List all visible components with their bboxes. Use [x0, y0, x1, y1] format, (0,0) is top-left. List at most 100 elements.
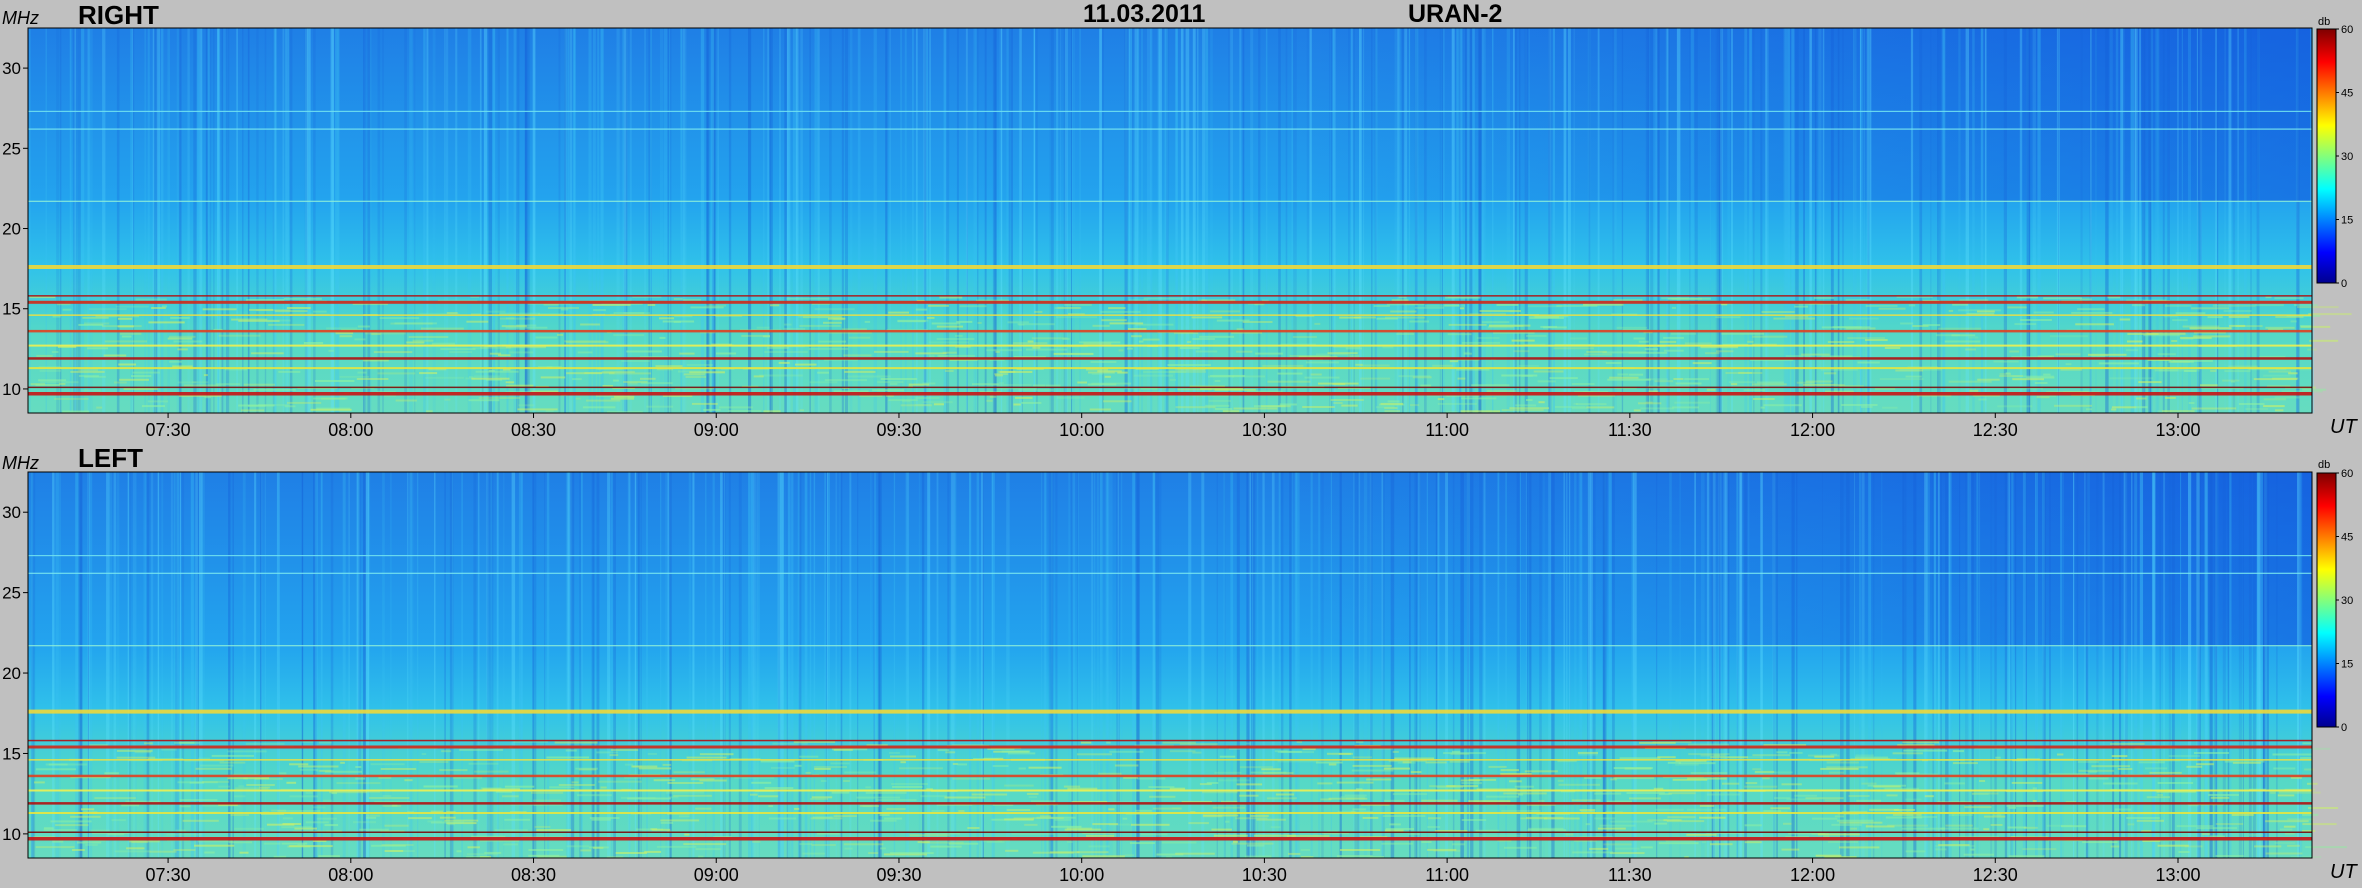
noise-patch: [104, 340, 147, 343]
noise-patch: [1375, 406, 1395, 409]
noise-patch: [2071, 311, 2113, 314]
noise-patch: [2184, 845, 2203, 848]
noise-patch: [394, 322, 437, 325]
noise-patch: [1051, 825, 1082, 828]
noise-patch: [1476, 788, 1518, 791]
noise-patch: [1607, 378, 1651, 381]
streak: [1050, 472, 1054, 858]
noise-patch: [2215, 823, 2244, 825]
streak: [683, 28, 687, 413]
noise-patch: [679, 815, 690, 818]
streak: [524, 28, 527, 413]
streak: [2150, 28, 2154, 413]
colorbar-unit-right: db: [2318, 16, 2331, 28]
noise-patch: [1452, 750, 1461, 753]
streak: [1229, 28, 1231, 413]
noise-patch: [1302, 748, 1316, 751]
noise-patch: [2268, 328, 2284, 331]
noise-patch: [1905, 375, 1922, 378]
noise-patch: [1514, 785, 1534, 788]
streak: [1587, 472, 1590, 858]
noise-patch: [1688, 753, 1730, 756]
noise-patch: [2184, 370, 2197, 372]
noise-patch: [431, 342, 455, 345]
noise-patch: [2114, 808, 2132, 811]
noise-patch: [1583, 303, 1624, 306]
streak: [1910, 28, 1914, 413]
noise-patch: [847, 375, 891, 378]
streak: [226, 28, 230, 413]
noise-patch: [439, 769, 468, 772]
streak: [624, 28, 628, 413]
noise-patch: [516, 324, 537, 327]
streak: [1645, 28, 1649, 413]
noise-patch: [2131, 304, 2145, 307]
noise-patch: [166, 833, 202, 836]
y-axis-unit-right: MHz: [2, 8, 39, 28]
noise-patch: [1501, 809, 1541, 812]
streak: [486, 472, 489, 858]
streak: [1246, 472, 1250, 858]
streak: [356, 472, 360, 858]
panel-title-left: LEFT: [78, 443, 143, 473]
streak: [2261, 472, 2263, 858]
noise-patch: [95, 315, 140, 318]
streak: [1654, 28, 1658, 413]
streak: [829, 28, 832, 413]
noise-patch: [1339, 849, 1381, 851]
noise-patch: [1280, 750, 1302, 753]
streak: [1528, 28, 1530, 413]
noise-patch: [1886, 794, 1898, 797]
noise-patch: [1212, 806, 1245, 809]
noise-patch: [532, 799, 561, 802]
streak: [1116, 472, 1120, 858]
noise-patch: [1869, 808, 1899, 811]
noise-patch: [469, 376, 474, 379]
noise-patch: [886, 808, 906, 810]
noise-patch: [2277, 794, 2295, 797]
streak: [1749, 28, 1752, 413]
noise-patch: [141, 405, 165, 408]
noise-patch: [1513, 350, 1530, 353]
noise-patch: [627, 382, 638, 385]
streak: [1318, 472, 1321, 858]
streak: [2152, 472, 2156, 858]
noise-patch: [1242, 321, 1273, 323]
streak: [1306, 28, 1310, 413]
streak: [640, 472, 642, 858]
streak: [1937, 28, 1941, 413]
noise-patch: [828, 331, 872, 334]
streak: [1569, 472, 1571, 858]
streak: [1859, 28, 1861, 413]
noise-patch: [1316, 761, 1343, 764]
streak: [1296, 472, 1300, 858]
noise-patch: [1839, 846, 1880, 849]
noise-patch: [135, 298, 167, 301]
streak: [305, 28, 308, 413]
streak: [1818, 28, 1822, 413]
frequency-line: [28, 265, 2312, 269]
noise-patch: [1169, 378, 1176, 381]
frequency-line: [28, 200, 2312, 202]
streak: [1065, 28, 1068, 413]
frequency-line: [28, 357, 2312, 360]
noise-patch: [312, 806, 326, 809]
noise-patch: [955, 345, 971, 348]
noise-patch: [408, 817, 432, 820]
noise-patch: [662, 320, 695, 323]
x-tick-label: 11:00: [1425, 420, 1469, 440]
noise-patch: [412, 339, 434, 342]
noise-patch: [659, 317, 675, 320]
streak: [1863, 28, 1865, 413]
streak: [201, 472, 205, 858]
noise-patch: [1706, 832, 1744, 835]
noise-patch: [641, 382, 673, 385]
streak: [2296, 28, 2300, 413]
streak: [626, 28, 628, 413]
streak: [1374, 28, 1377, 413]
noise-patch: [533, 804, 563, 806]
noise-patch: [1755, 770, 1775, 773]
noise-patch: [1597, 827, 1626, 830]
noise-patch: [219, 761, 246, 764]
